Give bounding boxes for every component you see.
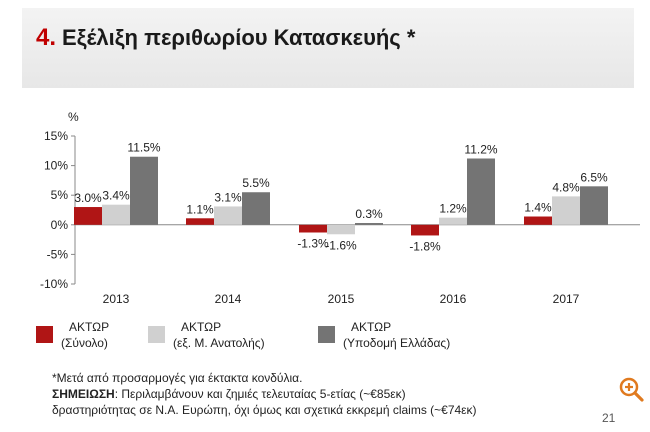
bar-2016-s2 [467,158,495,225]
bar-label-2016-s1: 1.2% [439,202,467,216]
y-tick-label: 5% [51,188,69,202]
bar-label-2017-s1: 4.8% [552,180,580,194]
bar-2014-s0 [186,218,214,225]
bar-label-2014-s2: 5.5% [242,176,270,190]
bar-2017-s1 [552,196,580,225]
page-number: 21 [602,411,616,425]
bar-2014-s2 [242,192,270,225]
bar-label-2015-s2: 0.3% [355,207,383,221]
bar-label-2015-s0: -1.3% [297,236,329,250]
bar-2015-s2 [355,223,383,225]
zoom-in-icon[interactable] [618,376,644,402]
bar-label-2016-s0: -1.8% [409,239,441,253]
bar-2013-s2 [130,156,158,225]
y-axis-label: % [68,110,79,124]
section-number: 4. [36,24,57,51]
footnote-note: ΣΗΜΕΙΩΣΗ: Περιλαμβάνουν και ζημιές τελευ… [52,387,406,401]
bar-label-2013-s0: 3.0% [74,191,102,205]
bar-2015-s1 [327,224,355,235]
bar-label-2013-s1: 3.4% [102,189,130,203]
bar-2014-s1 [214,206,242,225]
x-tick-label-2017: 2017 [553,292,580,306]
legend-swatch-infra-greece [318,326,335,343]
bar-2017-s0 [524,216,552,225]
x-tick-label-2015: 2015 [328,292,355,306]
bar-2013-s1 [102,204,130,225]
y-tick-label: 0% [51,218,69,232]
footnote-adjustments: *Μετά από προσαρμογές για έκτακτα κονδύλ… [52,371,303,385]
legend-swatch-ex-middle-east [148,326,165,343]
title-text: Εξέλιξη περιθωρίου Κατασκευής * [62,25,416,50]
bar-label-2017-s2: 6.5% [580,170,608,184]
x-tick-label-2016: 2016 [440,292,467,306]
y-tick-label: 10% [44,159,68,173]
bar-label-2015-s1: -1.6% [325,238,357,252]
legend-label-infra-greece: ΑΚΤΩΡ (Υποδομή Ελλάδας) [343,320,451,350]
legend-label-total: ΑΚΤΩΡ (Σύνολο) [61,320,110,350]
bar-2016-s0 [411,224,439,236]
y-tick-label: 15% [44,129,68,143]
footnotes: *Μετά από προσαρμογές για έκτακτα κονδύλ… [52,370,477,418]
legend-label-ex-middle-east: ΑΚΤΩΡ (εξ. Μ. Ανατολής) [173,320,265,350]
bar-2013-s0 [74,207,102,225]
page-title: 4. Εξέλιξη περιθωρίου Κατασκευής * [36,24,415,52]
bar-label-2014-s0: 1.1% [186,202,214,216]
y-tick-label: -10% [40,277,68,291]
x-tick-label-2013: 2013 [103,292,130,306]
bar-2016-s1 [439,217,467,225]
bar-label-2014-s1: 3.1% [214,190,242,204]
footnote-note-cont: δραστηριότητας σε Ν.Α. Ευρώπη, όχι όμως … [52,403,477,417]
bar-2015-s0 [299,224,327,233]
x-tick-label-2014: 2014 [215,292,242,306]
header-band [22,8,634,88]
bar-2017-s2 [580,186,608,225]
bar-label-2013-s2: 11.5% [127,141,160,155]
bar-label-2017-s0: 1.4% [524,201,552,215]
bar-label-2016-s2: 11.2% [464,142,497,156]
y-tick-label: -5% [47,247,69,261]
legend-swatch-total [36,326,53,343]
